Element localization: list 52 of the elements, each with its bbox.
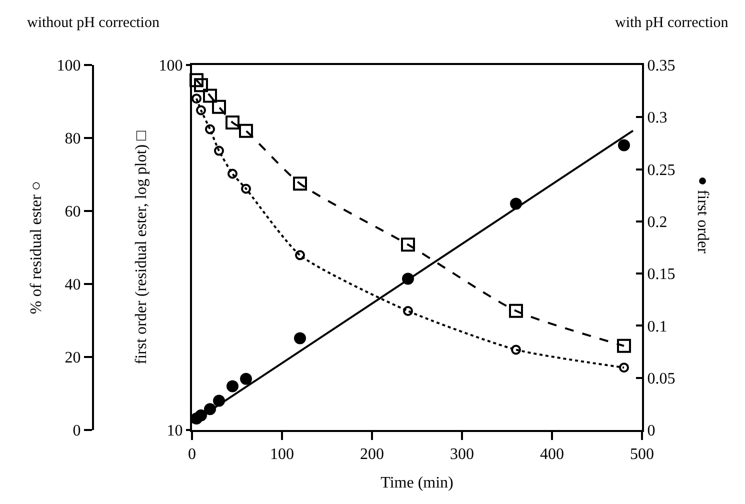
point <box>194 78 208 92</box>
y-tick-label: 0 <box>72 422 81 440</box>
y2-tick-label: 10 <box>166 422 183 440</box>
y-tick-label: 60 <box>64 204 81 221</box>
y2-axis-title: first order (residual ester, log plot) □ <box>133 130 150 364</box>
point <box>196 105 206 116</box>
text: with pH correction <box>615 15 729 31</box>
y3-tick-label: 0.1 <box>647 318 668 336</box>
point <box>240 372 252 385</box>
point <box>214 146 224 156</box>
y3-tick-label: 0.35 <box>647 58 676 75</box>
point <box>509 304 523 318</box>
point <box>293 176 307 191</box>
y-tick-label: 40 <box>64 276 81 294</box>
point <box>212 100 226 114</box>
point <box>295 250 305 260</box>
x-axis-title: Time (min) <box>380 474 454 492</box>
point <box>401 238 415 252</box>
y3-tick-label: 0.2 <box>647 214 668 232</box>
point <box>203 88 217 103</box>
point <box>205 124 215 134</box>
x-tick-label: 0 <box>188 446 196 464</box>
point <box>190 73 204 88</box>
y3-tick-label: 0.15 <box>647 266 676 284</box>
y3-tick-label: 0.3 <box>647 110 668 127</box>
point <box>511 344 521 355</box>
y3-axis-title: ● first order <box>694 176 711 254</box>
point <box>226 380 238 392</box>
y-tick-label: 100 <box>56 58 81 75</box>
point <box>619 362 629 373</box>
x-tick-label: 300 <box>450 446 474 464</box>
point <box>226 115 240 130</box>
y2-tick-label: 100 <box>158 58 183 75</box>
x-tick-label: 500 <box>630 446 654 464</box>
y-tick-label: 20 <box>64 350 81 367</box>
y3-tick-label: 0.25 <box>647 162 676 179</box>
y-tick-label: 80 <box>64 130 81 148</box>
point <box>294 332 306 344</box>
x-tick-label: 100 <box>270 446 294 464</box>
text: without pH correction <box>27 15 160 31</box>
point <box>239 124 253 138</box>
x-tick-label: 200 <box>360 446 384 464</box>
point <box>617 338 631 353</box>
point <box>228 168 238 179</box>
y-axis-title: % of residual ester ○ <box>28 180 46 314</box>
point <box>403 306 413 316</box>
y3-tick-label: 0.05 <box>647 370 676 388</box>
point <box>241 184 251 194</box>
point <box>192 94 202 104</box>
y3-tick-label: 0 <box>647 422 656 440</box>
x-tick-label: 400 <box>540 446 564 464</box>
point <box>618 139 630 152</box>
